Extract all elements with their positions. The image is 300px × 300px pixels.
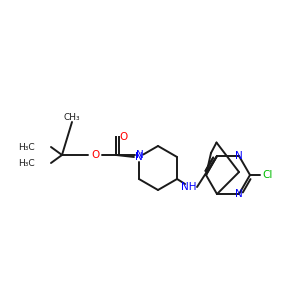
Text: Cl: Cl [263,170,273,180]
Text: O: O [119,132,127,142]
Text: H₃C: H₃C [18,142,35,152]
Text: N: N [135,152,143,162]
Text: N: N [235,151,243,161]
Text: N: N [235,189,243,199]
Text: O: O [91,150,99,160]
Text: CH₃: CH₃ [64,113,80,122]
Text: N: N [136,150,144,160]
Text: H₃C: H₃C [18,158,35,167]
Text: NH: NH [181,182,197,192]
